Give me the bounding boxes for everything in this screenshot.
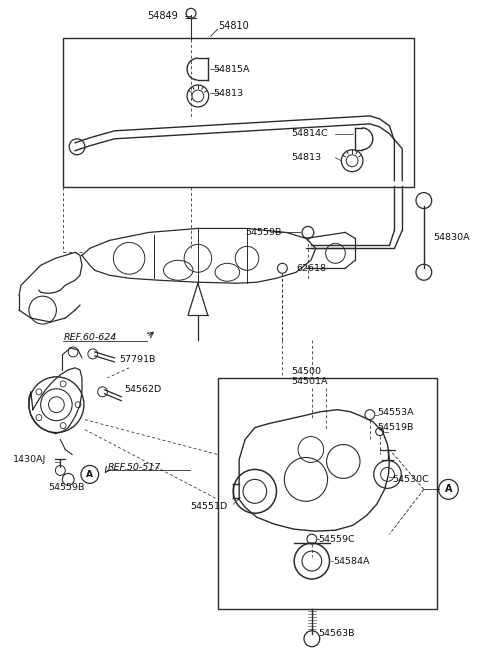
Bar [63, 38, 414, 186]
Text: 1430AJ: 1430AJ [13, 455, 47, 464]
Text: 57791B: 57791B [120, 355, 156, 364]
Text: 54551D: 54551D [190, 502, 228, 511]
Bar [217, 378, 437, 609]
Text: 54563B: 54563B [319, 629, 355, 638]
Text: 62618: 62618 [296, 264, 326, 273]
Text: REF.60-624: REF.60-624 [63, 333, 117, 343]
Text: 54500: 54500 [291, 367, 321, 376]
Text: 54813: 54813 [214, 88, 244, 98]
Text: 54501A: 54501A [291, 377, 328, 386]
Text: 54830A: 54830A [434, 233, 470, 242]
Text: REF.50-517: REF.50-517 [108, 463, 161, 472]
Text: 54559B: 54559B [48, 483, 85, 492]
Text: 54562D: 54562D [124, 385, 161, 394]
Text: 54814C: 54814C [291, 130, 328, 138]
Text: 54813: 54813 [291, 153, 321, 162]
Text: 54559C: 54559C [319, 534, 355, 544]
Text: 54530C: 54530C [393, 475, 429, 484]
Text: 54815A: 54815A [214, 65, 250, 73]
Text: 54849: 54849 [147, 11, 178, 21]
Text: 54810: 54810 [218, 21, 249, 31]
Text: 54519B: 54519B [378, 423, 414, 432]
Text: A: A [86, 470, 93, 479]
Text: A: A [444, 484, 452, 494]
Text: 54584A: 54584A [334, 556, 370, 566]
Text: 54553A: 54553A [378, 408, 414, 418]
Text: 54559B: 54559B [245, 228, 281, 237]
